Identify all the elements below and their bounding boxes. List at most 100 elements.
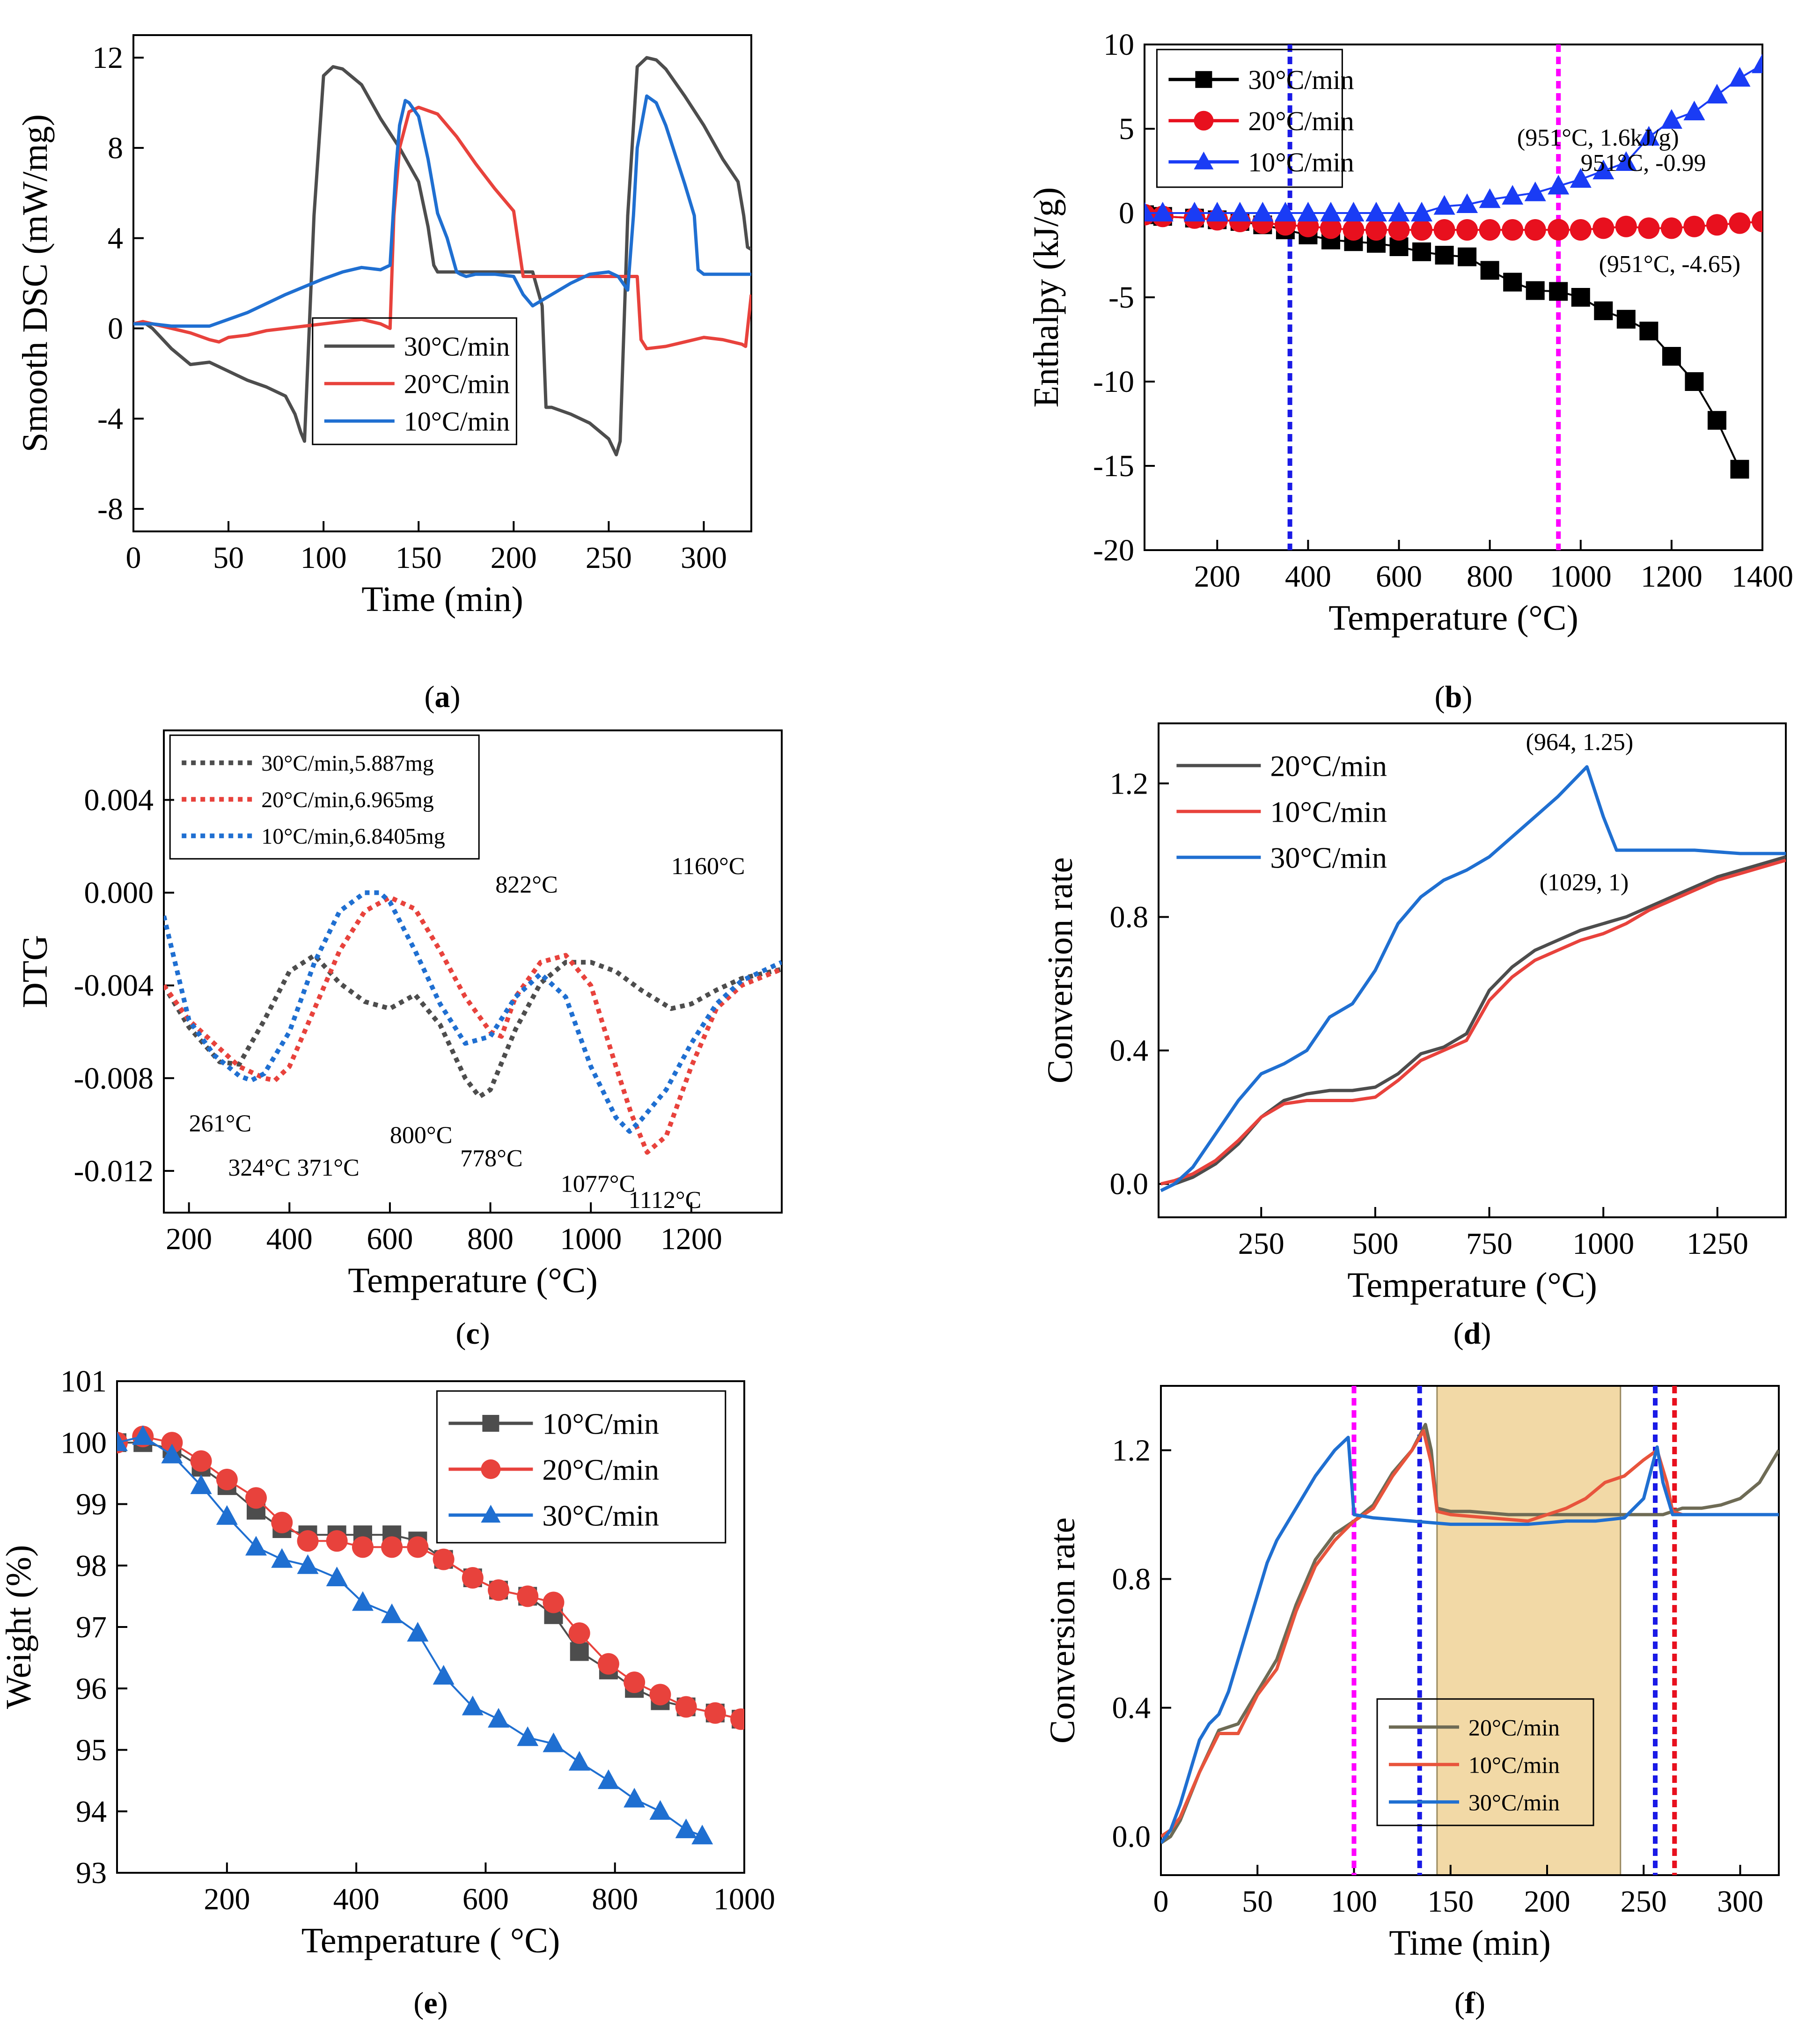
x-tick-label: 1000 — [1550, 559, 1612, 594]
panel-d: 250 500 750 1000 1250 0.0 0.4 0.8 1.2 Temperature… — [1041, 722, 1787, 1351]
data-point — [1638, 217, 1660, 239]
series-line-10-c-min — [1160, 858, 1786, 1186]
data-point — [1456, 219, 1478, 241]
panel-e: 200 400 600 800 1000 93 94 95 96 97 98 99 100 101 Temp… — [0, 1364, 775, 2020]
plot-area — [1161, 1423, 1779, 1845]
legend-label-30-c-min: 30°C/min — [542, 1499, 659, 1532]
y-tick-label: 0.8 — [1110, 900, 1149, 934]
y-tick-label: -15 — [1093, 449, 1134, 483]
x-tick-label: 200 — [166, 1222, 212, 1256]
series-line-30-c-min — [117, 1435, 703, 1837]
x-tick-label: 100 — [301, 541, 347, 575]
data-point — [1365, 219, 1387, 241]
x-tick-label: 1000 — [1572, 1227, 1634, 1261]
y-tick-label: 0 — [1119, 196, 1134, 230]
data-point — [1729, 212, 1751, 234]
x-tick-label: 300 — [681, 541, 727, 575]
plot-frame — [163, 729, 783, 1214]
data-point — [1274, 202, 1296, 221]
x-tick-label: 50 — [1242, 1884, 1273, 1919]
x-tick-label: 250 — [586, 541, 632, 575]
data-point — [1152, 202, 1174, 221]
panel-caption: (a) — [425, 680, 461, 714]
data-point — [1592, 160, 1615, 179]
legend-frame — [1376, 1698, 1594, 1826]
data-point — [1320, 217, 1342, 239]
x-tick-label: 750 — [1466, 1227, 1512, 1261]
series-line-30-c-min-5-887mg — [164, 953, 782, 1099]
legend-label-20-c-min-6-965mg: 20°C/min,6.965mg — [261, 788, 434, 812]
data-point — [1411, 219, 1433, 241]
panel-caption: (c) — [455, 1317, 490, 1351]
data-point — [1638, 126, 1660, 146]
data-point — [1707, 411, 1726, 430]
x-axis-label: Temperature ( °C) — [301, 1921, 560, 1960]
x-axis-label: Temperature (°C) — [1347, 1266, 1597, 1305]
y-tick-label: 0 — [108, 311, 123, 346]
legend-label-20-c-min: 20°C/min — [542, 1453, 659, 1486]
series-line-30-c-min — [1160, 765, 1786, 1192]
x-tick-label: 600 — [1376, 559, 1422, 594]
annotation-778-c: 778°C — [460, 1145, 522, 1172]
x-tick-label: 1000 — [713, 1882, 775, 1916]
data-point — [1615, 215, 1637, 237]
data-point — [1616, 309, 1636, 329]
y-tick-label: 101 — [60, 1364, 107, 1399]
annotation-1112-c: 1112°C — [629, 1187, 702, 1214]
series-line-10-c-min — [1145, 64, 1762, 214]
y-tick-label: -4 — [97, 402, 123, 436]
shaded-region — [1436, 1385, 1622, 1876]
data-point — [543, 1732, 565, 1752]
data-point — [271, 1511, 293, 1533]
data-point — [190, 1474, 212, 1494]
data-point — [488, 1708, 510, 1728]
legend-label-20-c-min: 20°C/min — [1248, 106, 1354, 136]
panel-caption: (d) — [1453, 1317, 1491, 1351]
y-tick-label: 96 — [76, 1671, 107, 1706]
y-tick-label: 8 — [108, 131, 123, 165]
data-point — [407, 1536, 429, 1558]
data-point — [1456, 193, 1478, 213]
legend: 30°C/min 20°C/min 10°C/min — [1156, 49, 1354, 188]
y-tick-label: 97 — [76, 1610, 107, 1644]
data-point — [675, 1818, 697, 1839]
x-tick-label: 200 — [204, 1882, 250, 1916]
series-line-20-c-min — [1145, 213, 1762, 231]
data-point — [649, 1800, 671, 1820]
y-tick-label: 0.4 — [1110, 1034, 1149, 1068]
data-point — [1639, 322, 1659, 340]
y-tick-label: 0.4 — [1112, 1691, 1151, 1725]
data-point — [1388, 219, 1410, 241]
panel-f: 0 50 100 150 200 250 300 0.0 0.4 0.8 1.2 Time (min)… — [1043, 1385, 1780, 2020]
annotation-964-1-25: (964, 1.25) — [1526, 729, 1634, 756]
data-point — [1433, 219, 1455, 241]
data-point — [216, 1505, 238, 1525]
data-point — [1412, 242, 1431, 261]
x-tick-label: 500 — [1352, 1227, 1398, 1261]
y-axis-label: Weight (%) — [0, 1545, 38, 1709]
data-point — [1503, 272, 1522, 292]
y-tick-label: 5 — [1119, 112, 1134, 146]
data-point — [245, 1536, 267, 1556]
legend-frame — [169, 734, 480, 860]
plot-area — [1160, 765, 1786, 1192]
x-tick-label: 200 — [491, 541, 537, 575]
data-point — [1660, 217, 1682, 239]
y-tick-label: 93 — [76, 1856, 107, 1890]
panel-caption: (e) — [413, 1986, 448, 2020]
y-axis-label: Enthalpy (kJ/g) — [1027, 187, 1066, 408]
x-axis-label: Temperature (°C) — [348, 1261, 598, 1300]
data-point — [517, 1585, 539, 1607]
x-tick-label: 1200 — [1641, 559, 1703, 594]
legend-label-20-c-min: 20°C/min — [1270, 750, 1387, 783]
data-point — [1752, 211, 1762, 232]
data-point — [1752, 53, 1762, 74]
x-tick-label: 400 — [333, 1882, 380, 1916]
x-tick-label: 150 — [1427, 1884, 1474, 1919]
data-point — [1145, 202, 1155, 221]
data-point — [1548, 219, 1570, 241]
legend-label-30-c-min: 30°C/min — [1270, 841, 1387, 875]
data-point — [1435, 246, 1454, 265]
y-axis-label: Conversion rate — [1043, 1517, 1082, 1744]
legend: 20°C/min 10°C/min 30°C/min — [1376, 1698, 1594, 1826]
